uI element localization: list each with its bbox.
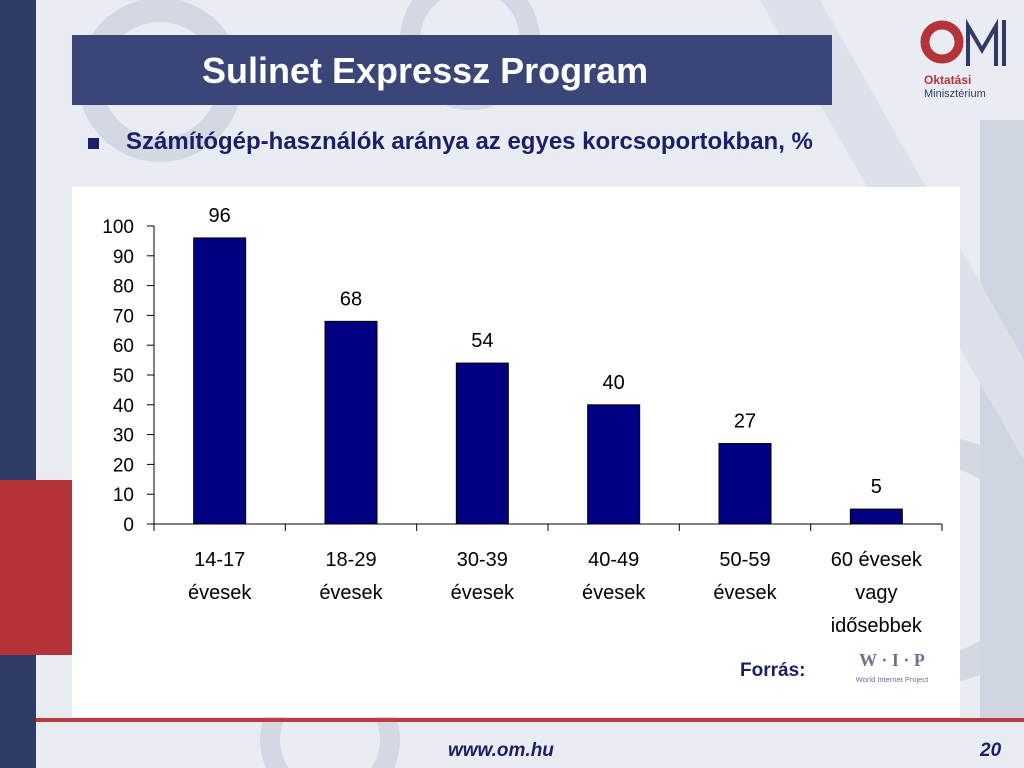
category-label: 40-49 bbox=[588, 549, 639, 571]
source-label: Forrás: bbox=[740, 660, 806, 681]
footer-line bbox=[36, 718, 1024, 722]
data-label: 40 bbox=[603, 372, 625, 394]
data-label: 68 bbox=[340, 288, 362, 310]
bar bbox=[193, 237, 247, 525]
y-tick-label: 30 bbox=[113, 426, 134, 447]
red-accent-bar bbox=[0, 480, 72, 655]
bullet-square-icon bbox=[88, 138, 99, 149]
slide-title: Sulinet Expressz Program bbox=[202, 50, 649, 91]
wip-logo-icon: W · I · P World Internet Project bbox=[856, 650, 929, 684]
category-label: évesek bbox=[451, 582, 515, 604]
logo-line2: Minisztérium bbox=[924, 88, 986, 100]
y-tick-label: 90 bbox=[113, 247, 134, 268]
chart-subtitle: Számítógép-használók aránya az egyes kor… bbox=[126, 128, 813, 155]
y-tick-label: 10 bbox=[113, 485, 134, 506]
bar bbox=[587, 404, 641, 525]
category-label: 30-39 bbox=[457, 549, 508, 571]
y-tick-label: 70 bbox=[113, 306, 134, 327]
y-tick-label: 80 bbox=[113, 277, 134, 298]
bar bbox=[455, 362, 509, 525]
data-label: 5 bbox=[871, 476, 882, 498]
category-label: 60 évesek bbox=[831, 549, 923, 571]
category-label: évesek bbox=[188, 582, 252, 604]
bar bbox=[718, 443, 772, 525]
data-label: 27 bbox=[734, 411, 756, 433]
category-label: évesek bbox=[582, 582, 646, 604]
bar bbox=[849, 508, 903, 525]
category-label: évesek bbox=[319, 582, 383, 604]
category-label: idősebbek bbox=[831, 615, 923, 637]
y-tick-label: 0 bbox=[123, 515, 134, 536]
y-tick-label: 40 bbox=[113, 396, 134, 417]
y-tick-label: 20 bbox=[113, 455, 134, 476]
y-tick-label: 60 bbox=[113, 336, 134, 357]
om-logo-icon bbox=[920, 18, 1006, 66]
category-label: 18-29 bbox=[325, 549, 376, 571]
data-label: 54 bbox=[471, 330, 493, 352]
y-tick-label: 100 bbox=[102, 217, 134, 238]
footer-url: www.om.hu bbox=[448, 740, 554, 761]
wip-letters: W · I · P bbox=[859, 650, 925, 670]
category-label: 14-17 bbox=[194, 549, 245, 571]
data-label: 96 bbox=[209, 205, 231, 227]
category-label: vagy bbox=[855, 582, 897, 604]
wip-text: World Internet Project bbox=[856, 675, 929, 684]
title-bar bbox=[72, 35, 832, 105]
category-label: évesek bbox=[713, 582, 777, 604]
y-tick-label: 50 bbox=[113, 366, 134, 387]
logo-line1: Oktatási bbox=[924, 73, 972, 87]
category-label: 50-59 bbox=[719, 549, 770, 571]
page-number: 20 bbox=[980, 740, 1002, 761]
bar bbox=[324, 320, 378, 525]
